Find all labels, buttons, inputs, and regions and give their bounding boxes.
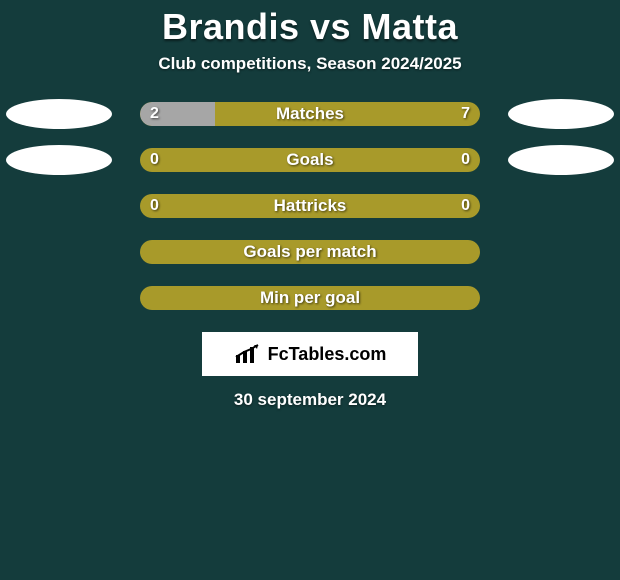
- stat-value-right: 0: [461, 194, 470, 218]
- stat-label: Goals: [140, 148, 480, 172]
- stat-row: 0 0Goals: [0, 148, 620, 172]
- player-ellipse-left: [6, 99, 112, 129]
- stat-value-left: 0: [150, 194, 159, 218]
- stat-row: Goals per match: [0, 240, 620, 264]
- stat-bar: Min per goal: [140, 286, 480, 310]
- stat-value-left: 2: [150, 102, 159, 126]
- stat-bar: 27Matches: [140, 102, 480, 126]
- stat-bar: 0 0Goals: [140, 148, 480, 172]
- player-ellipse-right: [508, 145, 614, 175]
- stat-row: 27Matches: [0, 102, 620, 126]
- comparison-card: Brandis vs Matta Club competitions, Seas…: [0, 0, 620, 580]
- source-logo: FcTables.com: [202, 332, 418, 376]
- stat-bar: 0 0Hattricks: [140, 194, 480, 218]
- stats-container: 27Matches00Goals00HattricksGoals per mat…: [0, 102, 620, 310]
- page-subtitle: Club competitions, Season 2024/2025: [158, 54, 461, 74]
- stat-value-right: 7: [461, 102, 470, 126]
- stat-value-left: 0: [150, 148, 159, 172]
- stat-label: Goals per match: [140, 240, 480, 264]
- date-label: 30 september 2024: [234, 390, 386, 410]
- logo-text: FcTables.com: [268, 344, 387, 365]
- stat-label: Min per goal: [140, 286, 480, 310]
- chart-icon: [234, 343, 262, 365]
- stat-row: 0 0Hattricks: [0, 194, 620, 218]
- stat-row: Min per goal: [0, 286, 620, 310]
- stat-bar: Goals per match: [140, 240, 480, 264]
- page-title: Brandis vs Matta: [162, 6, 458, 48]
- stat-value-right: 0: [461, 148, 470, 172]
- player-ellipse-left: [6, 145, 112, 175]
- stat-label: Hattricks: [140, 194, 480, 218]
- player-ellipse-right: [508, 99, 614, 129]
